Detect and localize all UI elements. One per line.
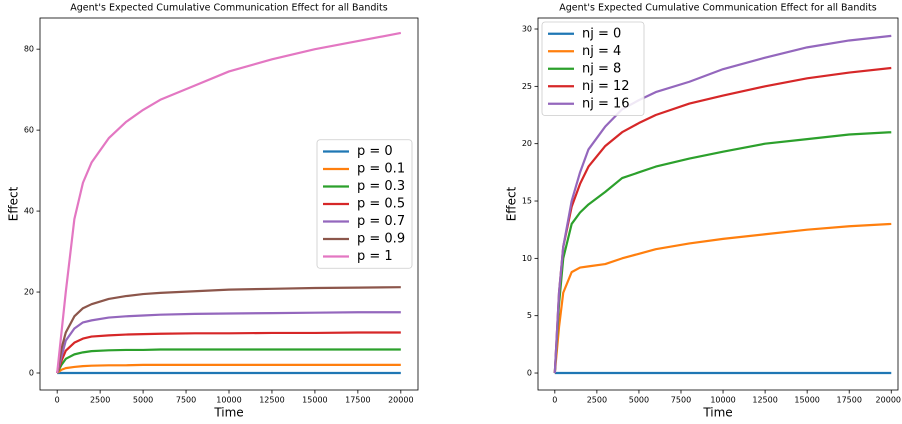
x-tick-label: 2500 [90,396,110,405]
x-tick-label: 5000 [133,396,153,405]
y-tick-label: 0 [527,369,532,378]
plot-frame [537,17,899,391]
x-tick-label: 17500 [836,396,861,405]
y-tick-label: 80 [24,45,34,54]
y-tick-label: 20 [522,139,532,148]
legend-label: p = 1 [357,249,393,264]
y-axis-label: Effect [7,186,21,221]
chart-title: Agent's Expected Cumulative Communicatio… [559,3,876,14]
line-series [56,348,401,374]
x-tick-label: 0 [55,396,60,405]
legend-box [541,21,645,116]
legend-box [316,139,413,269]
x-tick-label: 15000 [302,396,327,405]
legend-label: nj = 12 [582,79,630,94]
x-tick-label: 20000 [388,396,413,405]
line-series [56,363,401,374]
x-tick-label: 0 [552,396,557,405]
x-tick-label: 10000 [710,396,735,405]
x-tick-label: 12500 [752,396,777,405]
x-tick-label: 20000 [876,396,901,405]
y-tick-label: 5 [527,311,532,320]
legend-label: p = 0.5 [357,197,405,212]
legend-label: nj = 16 [582,96,630,111]
y-tick-label: 25 [522,82,532,91]
legend-label: p = 0 [357,144,393,159]
line-series [553,222,892,374]
y-tick-label: 15 [522,197,532,206]
x-axis-label: Time [213,406,243,420]
x-tick-label: 7500 [671,396,691,405]
x-tick-label: 12500 [259,396,284,405]
legend-label: nj = 8 [582,61,621,76]
x-tick-label: 5000 [629,396,649,405]
x-tick-label: 10000 [216,396,241,405]
legend-label: nj = 4 [582,44,621,59]
chart-title: Agent's Expected Cumulative Communicatio… [70,3,387,14]
y-tick-label: 40 [24,207,34,216]
x-axis-label: Time [702,406,732,420]
y-axis-label: Effect [505,186,519,221]
x-tick-label: 7500 [176,396,196,405]
y-tick-label: 20 [24,288,34,297]
line-series [56,286,401,374]
y-tick-label: 30 [522,25,532,34]
y-tick-label: 0 [29,368,34,377]
x-tick-label: 17500 [345,396,370,405]
x-tick-label: 15000 [794,396,819,405]
legend-label: p = 0.7 [357,214,405,229]
line-series [56,31,402,374]
legend-label: nj = 0 [582,26,621,41]
line-series [56,331,401,374]
line-series [553,131,892,374]
line-series [56,311,401,374]
y-tick-label: 10 [522,254,532,263]
y-tick-label: 60 [24,126,34,135]
legend-label: p = 0.9 [357,232,405,247]
legend-label: p = 0.3 [357,179,405,194]
legend-label: p = 0.1 [357,162,405,177]
x-tick-label: 2500 [587,396,607,405]
plot-frame [39,17,419,391]
